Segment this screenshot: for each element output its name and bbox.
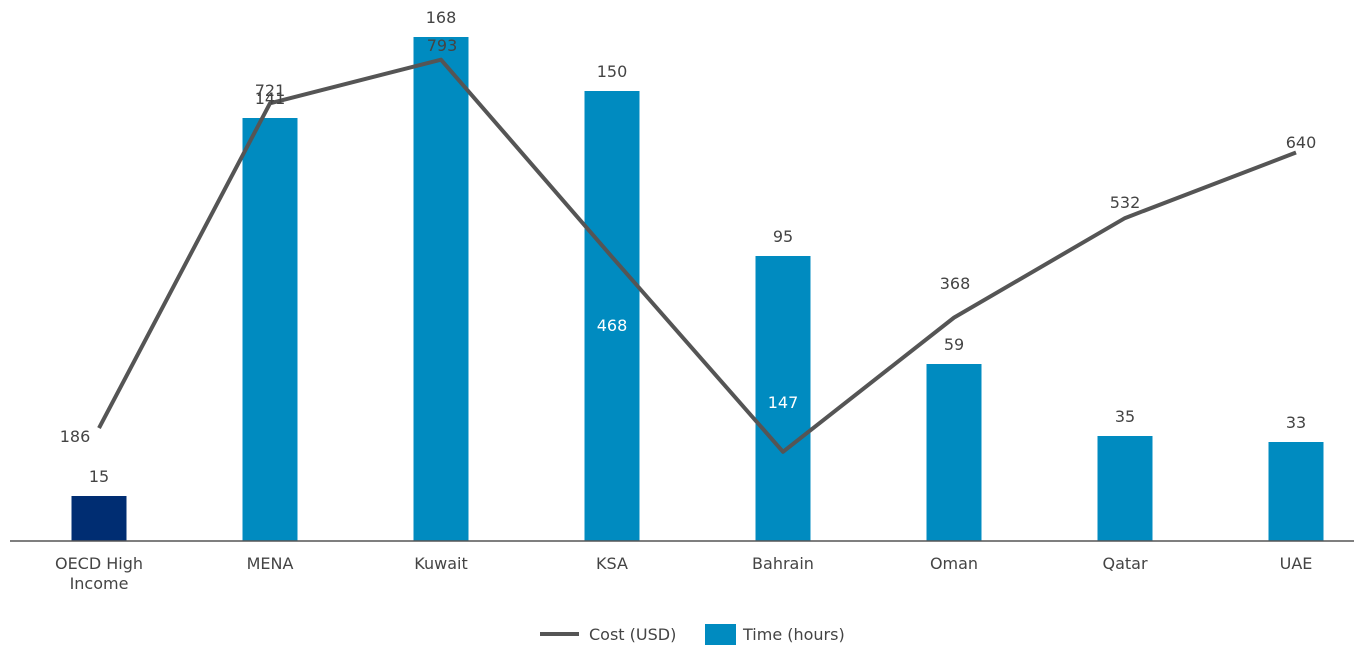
x-tick-label: Kuwait [414, 554, 467, 573]
legend: Cost (USD) Time (hours) [540, 624, 845, 645]
time-bar [926, 364, 982, 541]
cost-value-label: 147 [768, 393, 799, 412]
x-tick-label: Bahrain [752, 554, 814, 573]
time-bar [1097, 436, 1153, 541]
x-tick-label: MENA [247, 554, 294, 573]
cost-value-label: 793 [427, 36, 458, 55]
legend-cost-label: Cost (USD) [589, 625, 676, 644]
time-value-label: 15 [89, 467, 109, 486]
x-tick-label: Oman [930, 554, 978, 573]
time-bar [413, 37, 469, 541]
cost-line [97, 57, 1297, 454]
cost-value-label: 468 [597, 316, 628, 335]
legend-time-swatch [705, 624, 736, 645]
x-tick-label-group: OECD High Income MENA Kuwait KSA Bahrain Oman Q… [55, 554, 1312, 593]
time-value-label: 150 [597, 62, 628, 81]
time-value-label: 33 [1286, 413, 1306, 432]
time-bar [584, 91, 640, 541]
cost-value-label: 640 [1286, 133, 1317, 152]
time-value-label: 141 [255, 89, 286, 108]
time-bar [71, 496, 127, 541]
time-bar [1268, 442, 1324, 541]
cost-value-label: 368 [940, 274, 971, 293]
x-tick-label: KSA [596, 554, 628, 573]
time-bar [755, 256, 811, 541]
cost-value-label: 721 [255, 81, 286, 100]
cost-value-label: 186 [60, 427, 91, 446]
bar-group [71, 37, 1324, 541]
x-tick-label: UAE [1280, 554, 1313, 573]
time-value-label: 168 [426, 8, 457, 27]
time-bar [242, 118, 298, 541]
time-value-label: 59 [944, 335, 964, 354]
legend-time-label: Time (hours) [742, 625, 845, 644]
time-value-label: 35 [1115, 407, 1135, 426]
x-tick-label: Qatar [1102, 554, 1147, 573]
cost-line-group [97, 57, 1297, 454]
time-value-label: 95 [773, 227, 793, 246]
cost-value-label: 532 [1110, 193, 1141, 212]
data-label-group: 15 141 168 150 95 59 35 33 186 721 793 468 147 368 532… [60, 8, 1317, 486]
x-tick-label: OECD High Income [55, 554, 143, 593]
